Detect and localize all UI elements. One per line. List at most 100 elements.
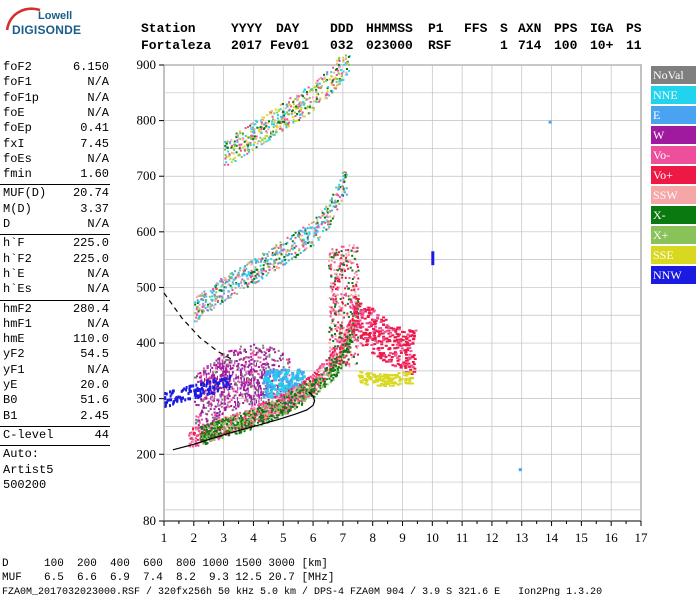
echo-point xyxy=(225,161,228,164)
echo-point xyxy=(301,382,304,385)
echo-point xyxy=(194,444,197,447)
echo-point xyxy=(281,414,284,417)
echo-point xyxy=(282,366,285,369)
echo-point xyxy=(213,295,216,298)
echo-point xyxy=(348,339,351,342)
echo-point xyxy=(220,433,223,436)
echo-point xyxy=(165,392,168,396)
echo-point xyxy=(232,414,234,417)
echo-point xyxy=(195,421,198,424)
echo-point xyxy=(269,346,272,349)
echo-point xyxy=(244,366,246,371)
echo-point xyxy=(304,396,307,399)
echo-point xyxy=(239,411,242,414)
echo-point xyxy=(218,404,221,407)
echo-point xyxy=(351,341,354,343)
echo-point xyxy=(331,355,334,358)
echo-point xyxy=(352,305,356,308)
echo-point xyxy=(349,346,352,349)
header-value: Fev01 xyxy=(270,38,310,53)
echo-point xyxy=(270,347,273,350)
echo-point xyxy=(287,359,290,362)
echo-point xyxy=(225,364,227,369)
echo-point xyxy=(204,377,205,382)
echo-point xyxy=(294,231,297,234)
echo-point xyxy=(349,311,352,314)
echo-point xyxy=(239,425,242,428)
echo-point xyxy=(210,426,213,429)
echo-point xyxy=(271,385,275,389)
echo-point xyxy=(333,361,336,364)
echo-point xyxy=(249,136,252,139)
echo-point xyxy=(284,410,287,413)
echo-point xyxy=(345,342,348,345)
echo-point xyxy=(228,395,231,398)
echo-point xyxy=(253,394,256,397)
echo-point xyxy=(277,370,281,374)
echo-point xyxy=(282,263,285,266)
echo-point xyxy=(260,391,263,394)
echo-point xyxy=(289,397,292,400)
echo-point xyxy=(263,261,266,263)
echo-point xyxy=(338,56,341,59)
echo-point xyxy=(261,119,264,122)
echo-point xyxy=(217,403,219,407)
x-tick-label: 4 xyxy=(250,530,257,545)
echo-point xyxy=(256,142,259,145)
echo-point xyxy=(263,127,266,129)
echo-point xyxy=(286,249,289,252)
echo-point xyxy=(237,386,239,391)
echo-point xyxy=(207,365,209,369)
echo-point xyxy=(399,365,403,368)
echo-point xyxy=(225,385,227,389)
y-tick-label: 500 xyxy=(137,279,157,294)
echo-point xyxy=(284,393,287,396)
echo-point xyxy=(287,382,291,386)
echo-point xyxy=(257,356,260,359)
echo-point xyxy=(218,432,221,435)
echo-point xyxy=(280,246,282,249)
echo-point xyxy=(318,78,321,80)
echo-point xyxy=(336,288,339,291)
echo-point xyxy=(199,376,202,379)
echo-point xyxy=(262,415,265,417)
echo-point xyxy=(241,364,244,367)
echo-point xyxy=(257,373,260,376)
echo-point xyxy=(310,385,313,387)
echo-point xyxy=(287,361,290,364)
echo-point xyxy=(337,338,340,341)
echo-point xyxy=(203,371,205,374)
echo-point xyxy=(349,322,352,325)
echo-point xyxy=(361,309,365,312)
echo-point xyxy=(260,268,263,271)
echo-point xyxy=(275,244,278,247)
echo-point xyxy=(228,370,231,373)
echo-point xyxy=(226,363,229,366)
echo-point xyxy=(328,357,331,359)
echo-point xyxy=(369,312,373,315)
echo-point xyxy=(287,369,291,373)
echo-point xyxy=(358,319,362,322)
echo-point xyxy=(204,304,206,307)
echo-point xyxy=(245,351,247,353)
echo-point xyxy=(253,397,256,400)
echo-point xyxy=(244,377,245,382)
echo-point xyxy=(244,428,247,431)
echo-point xyxy=(332,66,335,69)
echo-point xyxy=(260,143,263,146)
echo-point xyxy=(356,298,360,300)
echo-point xyxy=(276,390,279,393)
echo-point xyxy=(311,96,314,99)
echo-point xyxy=(372,337,376,340)
echo-point xyxy=(356,281,359,283)
echo-point xyxy=(299,395,302,398)
echo-point xyxy=(341,341,344,344)
echo-point xyxy=(345,257,347,260)
echo-point xyxy=(306,105,309,108)
echo-point xyxy=(304,397,307,400)
echo-point xyxy=(368,311,372,314)
echo-point xyxy=(209,302,211,305)
echo-point xyxy=(367,309,371,311)
echo-point xyxy=(331,370,334,372)
echo-point xyxy=(339,363,342,366)
